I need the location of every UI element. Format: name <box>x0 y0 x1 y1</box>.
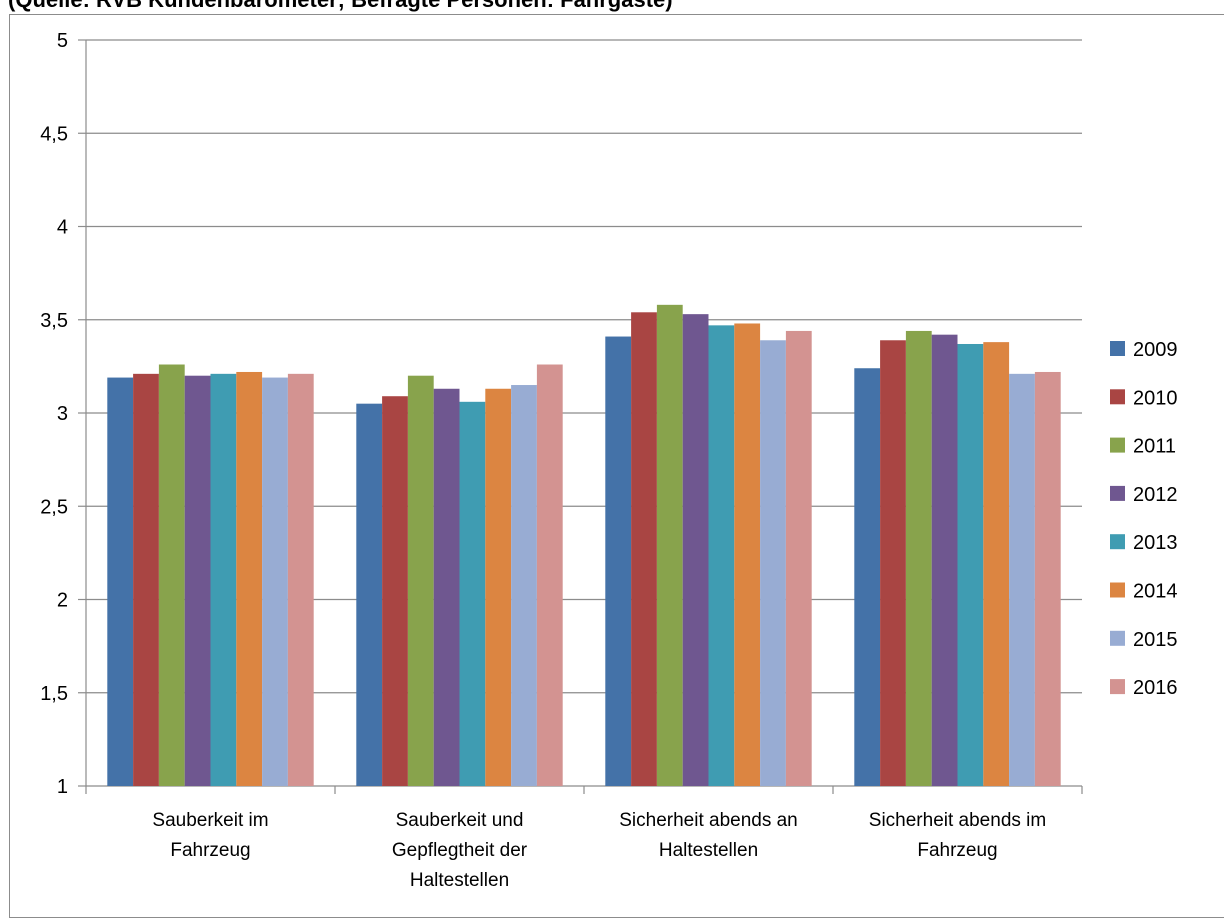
bar-2009 <box>107 377 134 786</box>
y-tick-label: 1 <box>57 776 68 798</box>
y-tick-label: 2 <box>57 590 68 612</box>
bar-2012 <box>433 388 460 786</box>
category-label: Haltestellen <box>410 870 509 891</box>
bar-2009 <box>356 403 383 786</box>
chart-title: (Quelle: RVB Kundenbarometer; Befragte P… <box>8 0 673 13</box>
bar-2010 <box>880 340 906 786</box>
y-tick-label: 3,5 <box>40 310 68 332</box>
legend-label-2015: 2015 <box>1133 629 1178 651</box>
bar-2015 <box>511 385 537 786</box>
bar-2009 <box>605 336 632 786</box>
legend-swatch-2013 <box>1110 534 1125 550</box>
legend: 2009 2010 2011 2012 2013 2014 2015 2016 <box>1110 339 1178 699</box>
legend-swatch-2012 <box>1110 485 1125 501</box>
bar-2010 <box>631 312 657 786</box>
bar-2009 <box>854 368 881 786</box>
category-label: Fahrzeug <box>170 840 250 861</box>
bar-2014 <box>236 371 263 786</box>
bar-2011 <box>407 375 434 786</box>
legend-label-2010: 2010 <box>1133 387 1178 409</box>
legend-label-2009: 2009 <box>1133 339 1178 361</box>
bar-2011 <box>656 304 683 786</box>
category-label: Haltestellen <box>659 840 758 861</box>
bar-2013 <box>210 373 237 786</box>
bar-2014 <box>983 342 1010 786</box>
bar-2016 <box>785 330 812 786</box>
category-label: Sauberkeit im <box>152 810 268 831</box>
bar-2012 <box>184 375 211 786</box>
bar-2012 <box>931 334 958 786</box>
legend-label-2014: 2014 <box>1133 581 1178 603</box>
bar-2014 <box>485 388 512 786</box>
bar-2010 <box>382 396 408 786</box>
legend-label-2011: 2011 <box>1133 436 1176 458</box>
bar-2011 <box>905 330 932 786</box>
bar-2015 <box>262 377 288 786</box>
bar-2012 <box>682 314 709 786</box>
category-labels: Sauberkeit im Fahrzeug Sauberkeit und Gepfl… <box>152 810 1046 891</box>
legend-swatch-2010 <box>1110 389 1125 405</box>
legend-swatch-2015 <box>1110 630 1125 646</box>
bar-2011 <box>158 364 185 786</box>
legend-label-2013: 2013 <box>1133 532 1178 554</box>
bar-2016 <box>536 364 563 786</box>
category-label: Sicherheit abends an <box>619 810 798 831</box>
y-tick-label: 4 <box>57 217 68 239</box>
bar-2016 <box>287 373 314 786</box>
bar-2010 <box>133 373 159 786</box>
bar-2013 <box>708 325 735 786</box>
category-label: Fahrzeug <box>917 840 997 861</box>
legend-swatch-2014 <box>1110 582 1125 598</box>
bar-2016 <box>1034 371 1061 786</box>
legend-label-2012: 2012 <box>1133 484 1178 506</box>
bar-2014 <box>734 323 761 786</box>
legend-swatch-2009 <box>1110 341 1125 356</box>
legend-swatch-2011 <box>1110 437 1125 453</box>
category-label: Sicherheit abends im <box>869 810 1046 831</box>
legend-swatch-2016 <box>1110 679 1125 695</box>
bar-2013 <box>459 401 486 786</box>
category-label: Sauberkeit und <box>396 810 524 831</box>
y-tick-label: 5 <box>57 30 68 52</box>
bars <box>107 304 1061 786</box>
category-label: Gepflegtheit der <box>392 840 528 861</box>
y-tick-label: 1,5 <box>40 683 68 705</box>
y-tick-labels: 1 1,5 2 2,5 3 3,5 4 4,5 5 <box>40 30 68 798</box>
bar-2015 <box>1009 373 1035 786</box>
legend-label-2016: 2016 <box>1133 677 1178 699</box>
bar-2015 <box>760 340 786 786</box>
y-tick-label: 2,5 <box>40 496 68 518</box>
y-tick-label: 3 <box>57 403 68 425</box>
bar-2013 <box>957 343 984 786</box>
y-tick-label: 4,5 <box>40 123 68 145</box>
